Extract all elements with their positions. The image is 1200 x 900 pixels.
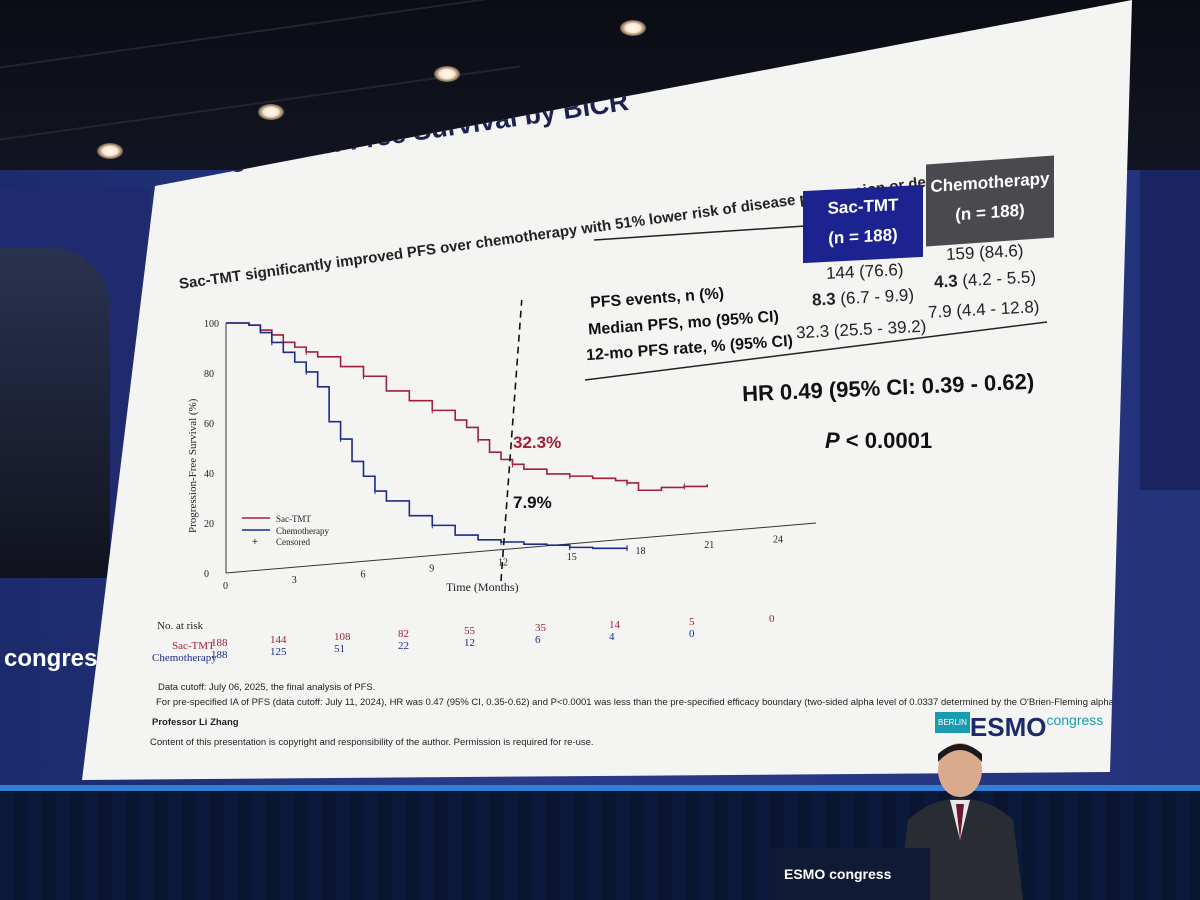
x-axis-label: Time (Months)	[446, 580, 519, 594]
y-tick-label: 60	[204, 419, 214, 430]
x-tick-label: 3	[292, 575, 297, 586]
risk-value-chemotherapy: 4	[609, 631, 615, 643]
cell-chemo-median-value: 4.3	[933, 271, 959, 292]
p-value-text: < 0.0001	[839, 428, 933, 453]
logo-city: BERLIN	[935, 712, 970, 733]
risk-value-sac-tmt: 55	[464, 625, 475, 637]
esmo-logo: BERLIN ESMOcongress	[935, 712, 1103, 743]
footnote-data-cutoff: Data cutoff: July 06, 2025, the final an…	[158, 682, 376, 693]
cell-chemo-median-ci: (4.2 - 5.5)	[957, 267, 1037, 291]
logo-suffix: congress	[1046, 712, 1104, 728]
x-tick-label: 21	[704, 540, 714, 551]
y-tick-label: 0	[204, 569, 209, 580]
risk-value-sac-tmt: 82	[398, 628, 409, 640]
risk-value-chemotherapy: 188	[211, 649, 228, 661]
legend-label-1: Chemotherapy	[276, 526, 329, 536]
y-tick-label: 40	[204, 469, 214, 480]
y-tick-label: 80	[204, 369, 214, 380]
cell-sac-median-value: 8.3	[811, 289, 837, 310]
ceiling-light-icon	[620, 20, 646, 36]
podium: ESMO congress	[770, 848, 930, 900]
left-screen-congress-text: congress	[4, 645, 111, 672]
risk-value-sac-tmt: 14	[609, 619, 620, 631]
y-tick-label: 100	[204, 319, 219, 330]
logo-brand: ESMO	[969, 712, 1047, 742]
x-axis	[225, 522, 817, 574]
risk-header: No. at risk	[157, 620, 204, 632]
y-axis-label: Progression-Free Survival (%)	[187, 398, 199, 533]
month12-reference-line	[500, 300, 524, 582]
presenter-name: Professor Li Zhang	[152, 717, 239, 728]
risk-value-sac-tmt: 35	[535, 622, 546, 634]
presenter-video-image	[0, 248, 110, 578]
x-tick-label: 24	[773, 534, 783, 545]
ceiling-light-icon	[97, 143, 123, 159]
cell-sac-median-ci: (6.7 - 9.9)	[835, 285, 915, 309]
risk-value-chemotherapy: 22	[398, 640, 409, 652]
legend-label-0: Sac-TMT	[276, 514, 311, 524]
legend-label-2: Censored	[276, 537, 310, 547]
x-tick-label: 0	[223, 581, 228, 592]
annotation-sac-12mo: 32.3%	[513, 433, 561, 452]
ceiling-light-icon	[258, 104, 284, 120]
footnote-interim-analysis: For pre-specified IA of PFS (data cutoff…	[156, 697, 1197, 708]
right-video-screen	[1140, 170, 1200, 490]
x-tick-label: 18	[636, 546, 646, 557]
risk-value-chemotherapy: 0	[689, 628, 695, 640]
km-curve-sac-tmt	[226, 322, 709, 492]
risk-value-sac-tmt: 5	[689, 616, 695, 628]
km-plot: 03691215182124020406080100Time (Months)P…	[187, 300, 817, 594]
p-value: P < 0.0001	[825, 428, 932, 454]
stage-edge	[0, 785, 1200, 791]
risk-value-sac-tmt: 0	[769, 613, 775, 625]
copyright-note: Content of this presentation is copyrigh…	[150, 737, 594, 748]
risk-value-chemotherapy: 6	[535, 634, 541, 646]
risk-value-sac-tmt: 108	[334, 631, 351, 643]
ceiling-light-icon	[434, 66, 460, 82]
risk-value-sac-tmt: 188	[211, 637, 228, 649]
table-bottom-rule	[584, 321, 1048, 381]
risk-label-chemo: Chemotherapy	[152, 652, 217, 664]
podium-sign: ESMO congress	[784, 866, 892, 882]
x-tick-label: 9	[429, 564, 434, 575]
p-symbol: P	[825, 428, 840, 453]
risk-value-chemotherapy: 12	[464, 637, 475, 649]
cell-chemo-events: 159 (84.6)	[945, 240, 1024, 265]
legend-censor-icon: +	[252, 537, 258, 548]
x-tick-label: 15	[567, 552, 577, 563]
y-tick-label: 20	[204, 519, 214, 530]
risk-value-sac-tmt: 144	[270, 634, 287, 646]
x-tick-label: 6	[361, 569, 366, 580]
cell-sac-events: 144 (76.6)	[825, 259, 904, 284]
risk-label-sac: Sac-TMT	[172, 640, 215, 652]
risk-value-chemotherapy: 125	[270, 646, 287, 658]
table-top-rule	[593, 225, 806, 241]
annotation-chemo-12mo: 7.9%	[513, 493, 552, 512]
risk-value-chemotherapy: 51	[334, 643, 345, 655]
